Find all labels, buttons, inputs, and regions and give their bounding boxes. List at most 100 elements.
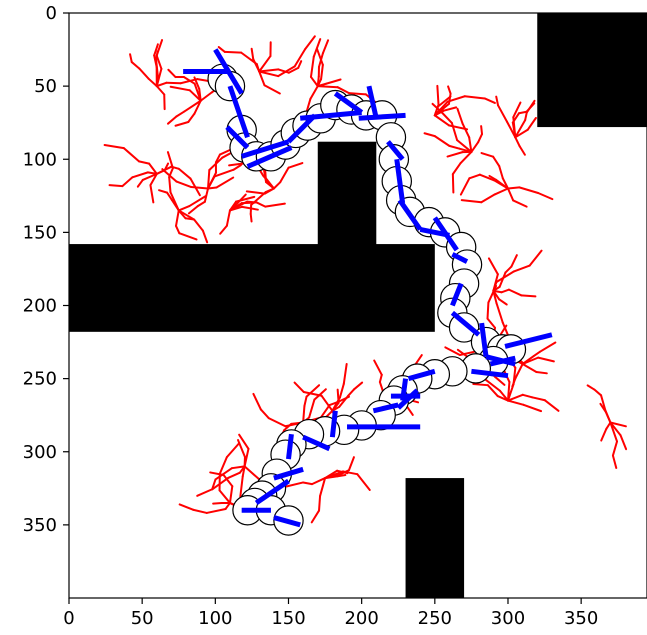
tree-edge-48	[258, 70, 266, 87]
tree-edge-101	[175, 180, 193, 189]
tree-edge-312	[486, 301, 490, 320]
tree-edge-186	[468, 136, 473, 153]
tree-edge-388	[196, 488, 214, 497]
path-segment-28	[396, 388, 419, 410]
tree-edge-187	[461, 122, 471, 139]
tree-edge-414	[319, 477, 327, 498]
tree-edge-296	[599, 402, 607, 414]
tree-edge-377	[238, 433, 250, 450]
tree-edge-287	[600, 427, 608, 442]
tree-edge-197	[514, 136, 521, 148]
tree-edge-107	[207, 171, 217, 190]
tree-edge-31	[182, 76, 196, 85]
tree-edge-171	[463, 95, 486, 100]
path-segment-3	[227, 85, 250, 139]
tree-edge-149	[193, 218, 204, 232]
tree-edge-283	[512, 366, 517, 386]
tree-edge-226	[460, 199, 483, 204]
tree-edge-144	[228, 204, 237, 212]
x-tick-label-150: 150	[271, 608, 305, 629]
tree-edge-82	[131, 171, 149, 179]
tree-edge-120	[249, 212, 253, 223]
tree-edge-382	[211, 478, 217, 491]
tree-edge-21	[166, 115, 178, 125]
tree-edge-290	[593, 388, 603, 397]
tree-edge-237	[507, 288, 523, 297]
tree-edge-317	[494, 375, 506, 386]
tree-edge-11	[153, 54, 158, 68]
tree-edge-282	[506, 383, 515, 402]
tree-edge-46	[293, 48, 307, 68]
path-segment-12	[386, 140, 405, 161]
x-tick-label-50: 50	[131, 608, 154, 629]
tree-edge-221	[498, 165, 504, 180]
tree-edge-86	[138, 160, 151, 165]
tree-edge-207	[526, 116, 537, 131]
y-tick-label-250: 250	[23, 369, 57, 390]
tree-edge-165	[433, 114, 450, 127]
tree-edge-185	[423, 132, 436, 138]
tree-edge-150	[201, 229, 209, 244]
tree-edge-56	[348, 92, 367, 96]
tree-edge-164	[442, 106, 458, 112]
tree-edge-379	[239, 475, 244, 498]
tree-edge-346	[331, 396, 341, 412]
tree-edge-357	[319, 404, 331, 419]
tree-edge-152	[168, 176, 172, 194]
x-tick-label-250: 250	[418, 608, 452, 629]
tree-edge-369	[252, 392, 262, 411]
tree-edge-193	[480, 125, 484, 136]
tree-edge-52	[223, 50, 243, 54]
tree-edge-370	[302, 404, 306, 424]
y-tick-label-350: 350	[23, 515, 57, 536]
tree-edge-192	[477, 133, 484, 144]
path-segment-13	[394, 158, 406, 204]
path-segment-17	[451, 252, 469, 264]
tree-edge-419	[347, 456, 355, 472]
tree-edge-24	[174, 120, 190, 127]
tree-edge-139	[246, 200, 258, 204]
tree-edge-49	[263, 84, 281, 95]
tree-edge-416	[310, 509, 321, 524]
tree-edge-71	[320, 63, 324, 81]
tree-edge-61	[309, 75, 319, 88]
obstacle-2	[317, 141, 377, 247]
tree-edge-16	[138, 67, 150, 80]
tree-edge-172	[483, 97, 496, 104]
tree-edge-188	[456, 107, 464, 125]
tree-edge-391	[209, 471, 225, 476]
tree-edge-297	[609, 421, 627, 428]
tree-edge-15	[147, 77, 158, 88]
tree-edge-257	[521, 356, 540, 365]
tree-edge-277	[496, 395, 509, 402]
tree-edge-128	[262, 174, 275, 190]
tree-edge-42	[258, 55, 272, 73]
tree-edge-37	[277, 68, 290, 74]
tree-edge-176	[447, 92, 452, 105]
tree-edge-393	[205, 507, 227, 514]
tree-edge-348	[342, 363, 348, 385]
tree-edge-292	[609, 421, 619, 443]
tree-edge-249	[501, 321, 510, 338]
tree-edge-335	[373, 359, 383, 376]
tree-edge-55	[336, 86, 351, 95]
tree-edge-347	[338, 382, 345, 399]
tree-edge-64	[316, 82, 328, 88]
tree-edge-190	[446, 151, 464, 158]
tree-edge-230	[459, 177, 471, 196]
tree-edge-100	[190, 186, 210, 190]
tree-edge-232	[498, 298, 508, 306]
tree-edge-289	[600, 394, 607, 412]
tree-edge-70	[316, 78, 323, 88]
x-axis-ticks: 0 50 100 150 200 250 300 350	[63, 598, 598, 629]
tree-edge-51	[240, 51, 258, 66]
tree-edge-90	[136, 178, 144, 188]
tree-edge-229	[468, 173, 481, 180]
tree-edge-228	[478, 173, 496, 182]
tree-edge-253	[532, 350, 541, 358]
tree-edge-96	[207, 168, 211, 190]
tree-edge-69	[321, 39, 330, 55]
tree-edge-358	[328, 400, 340, 407]
tree-edge-421	[302, 481, 314, 486]
tree-edge-54	[316, 85, 339, 89]
